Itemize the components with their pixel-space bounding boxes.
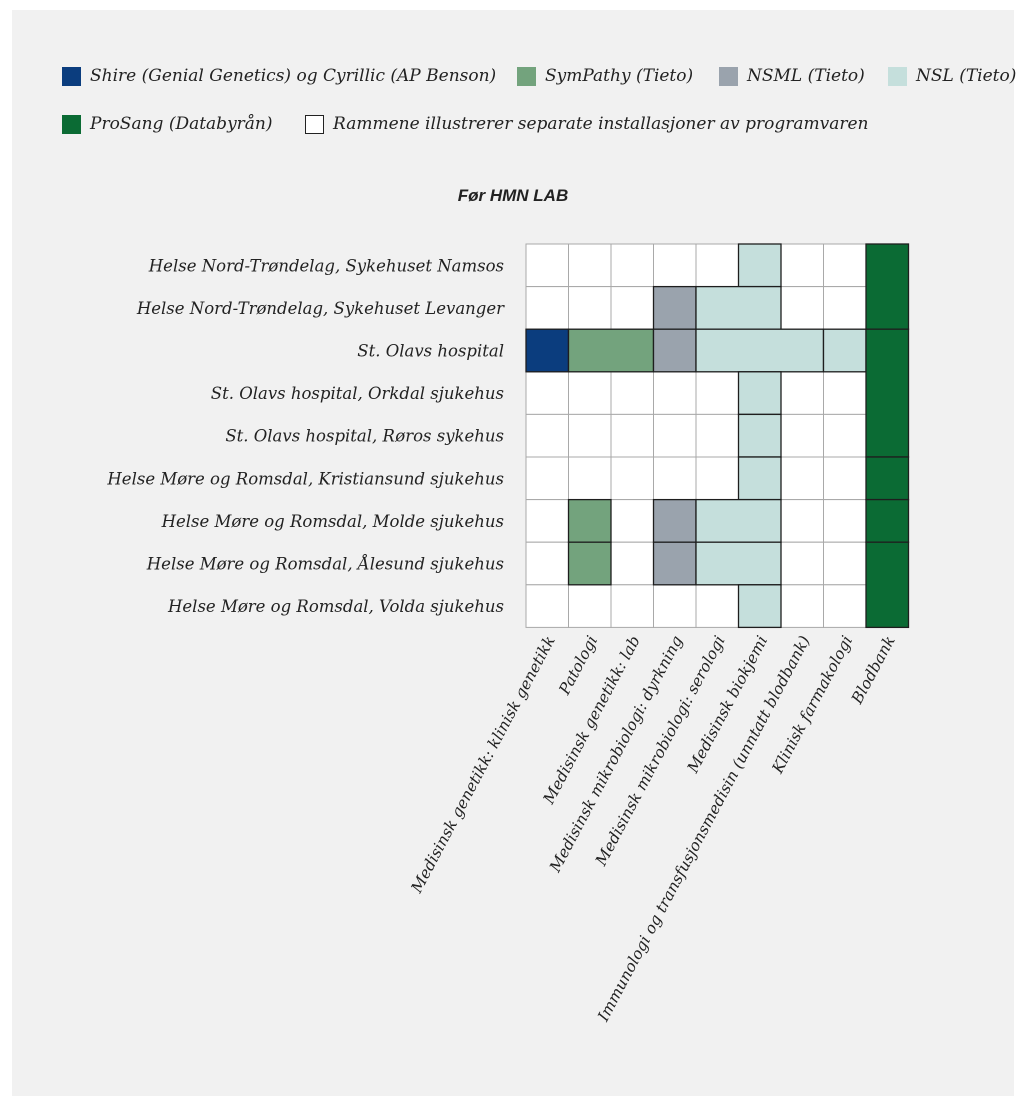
installation-block-nsml: [654, 542, 697, 585]
row-label: Helse Møre og Romsdal, Volda sjukehus: [167, 597, 504, 616]
grid-cell: [781, 414, 824, 457]
grid-cell: [526, 542, 569, 585]
grid-cell: [569, 585, 612, 628]
grid-cell: [526, 585, 569, 628]
installation-block-sympathy: [569, 500, 612, 543]
figure-panel: Shire (Genial Genetics) og Cyrillic (AP …: [12, 10, 1014, 1096]
grid-cell: [569, 287, 612, 330]
installation-block-nsml: [654, 287, 697, 330]
grid-cell: [781, 287, 824, 330]
grid-cell: [526, 244, 569, 287]
installation-block-prosang: [866, 329, 909, 457]
grid-cell: [824, 372, 867, 415]
grid-cell: [824, 414, 867, 457]
row-label: Helse Møre og Romsdal, Ålesund sjukehus: [146, 554, 504, 574]
grid-cell: [781, 372, 824, 415]
grid-cell: [781, 244, 824, 287]
column-label: Medisinsk biokjemi: [683, 633, 771, 777]
grid-cell: [526, 287, 569, 330]
grid-cell: [611, 372, 654, 415]
installation-block-nsl: [696, 542, 781, 585]
installation-block-nsl: [696, 287, 781, 330]
grid-cell: [611, 244, 654, 287]
installation-block-prosang: [866, 542, 909, 627]
installation-block-nsl: [739, 414, 782, 457]
grid-cell: [611, 414, 654, 457]
grid-cell: [611, 457, 654, 500]
installation-block-prosang: [866, 457, 909, 500]
grid-cell: [696, 585, 739, 628]
grid-cell: [824, 244, 867, 287]
installation-block-nsl: [696, 329, 824, 372]
grid-cell: [696, 457, 739, 500]
installation-grid-diagram: Helse Nord-Trøndelag, Sykehuset Namsos He…: [12, 10, 1014, 1096]
grid-cell: [526, 500, 569, 543]
row-label: St. Olavs hospital, Røros sykehus: [225, 427, 504, 446]
grid-cell: [654, 585, 697, 628]
row-label: Helse Nord-Trøndelag, Sykehuset Levanger: [136, 299, 505, 318]
row-label: Helse Møre og Romsdal, Molde sjukehus: [161, 512, 504, 531]
grid-cell: [824, 287, 867, 330]
grid-cell: [781, 585, 824, 628]
row-label: Helse Møre og Romsdal, Kristiansund sjuk…: [106, 469, 504, 488]
row-label: Helse Nord-Trøndelag, Sykehuset Namsos: [148, 256, 504, 275]
grid-cell: [569, 457, 612, 500]
grid-cell: [569, 244, 612, 287]
installation-block-nsl: [739, 585, 782, 628]
grid-cell: [781, 500, 824, 543]
installation-block-shire: [526, 329, 569, 372]
installation-block-nsl: [739, 457, 782, 500]
grid-cell: [654, 414, 697, 457]
installation-block-nsl: [739, 244, 782, 287]
grid-cell: [696, 414, 739, 457]
grid-cell: [824, 457, 867, 500]
grid-cell: [696, 372, 739, 415]
installation-block-nsml: [654, 500, 697, 543]
column-label: Medisinsk genetikk: klinisk genetikk: [407, 633, 559, 897]
grid-cell: [824, 585, 867, 628]
row-label: St. Olavs hospital, Orkdal sjukehus: [211, 384, 504, 403]
grid-cell: [654, 372, 697, 415]
column-label: Klinisk farmakologi: [768, 633, 856, 777]
installation-block-nsml: [654, 329, 697, 372]
grid-cell: [611, 585, 654, 628]
grid-cell: [611, 500, 654, 543]
grid-cell: [781, 457, 824, 500]
grid-cell: [526, 372, 569, 415]
grid-cell: [824, 542, 867, 585]
installation-block-nsl: [739, 372, 782, 415]
grid-cell: [696, 244, 739, 287]
grid-cell: [781, 542, 824, 585]
grid-cell: [654, 457, 697, 500]
grid-cell: [824, 500, 867, 543]
installation-block-prosang: [866, 500, 909, 543]
grid-cell: [654, 244, 697, 287]
installation-block-nsl: [824, 329, 867, 372]
grid-cell: [611, 287, 654, 330]
row-label: St. Olavs hospital: [357, 342, 504, 361]
column-label: Blodbank: [848, 633, 899, 708]
installation-block-sympathy: [569, 542, 612, 585]
grid-cell: [526, 414, 569, 457]
grid-cell: [526, 457, 569, 500]
installation-block-sympathy: [569, 329, 654, 372]
grid-cell: [569, 414, 612, 457]
column-label: Patologi: [555, 633, 601, 699]
grid-cell: [611, 542, 654, 585]
grid-cell: [569, 372, 612, 415]
installation-block-prosang: [866, 244, 909, 329]
installation-block-nsl: [696, 500, 781, 543]
